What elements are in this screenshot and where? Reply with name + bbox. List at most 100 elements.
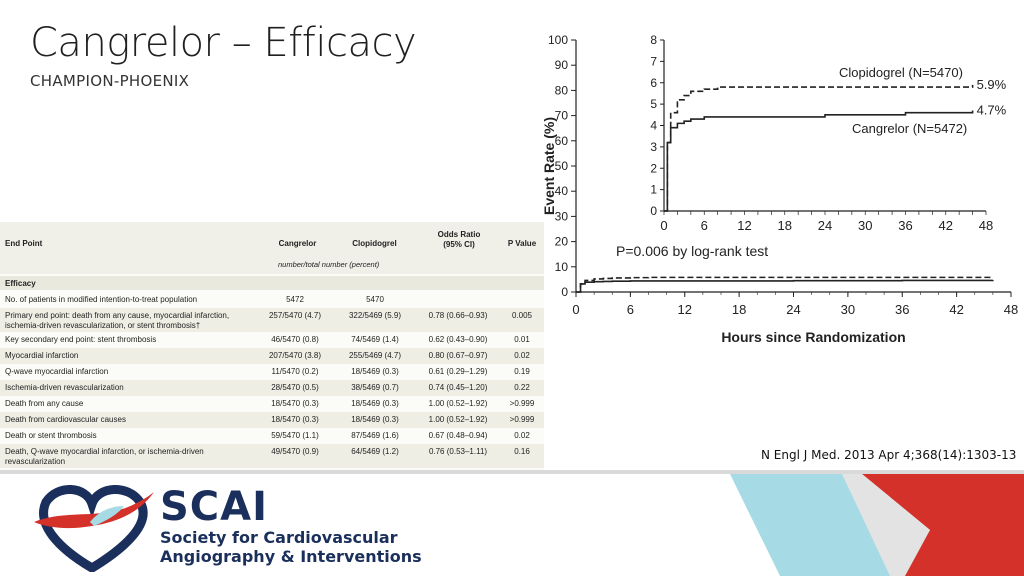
cell-cangrelor: 5472 bbox=[286, 295, 304, 304]
inset-x-tick-label: 30 bbox=[858, 218, 872, 233]
cell-odds-ratio: 0.62 (0.43–0.90) bbox=[428, 335, 488, 344]
inset-x-tick-label: 12 bbox=[737, 218, 751, 233]
scai-wordmark: SCAI bbox=[160, 484, 269, 530]
cell-odds-ratio: 0.67 (0.48–0.94) bbox=[428, 431, 488, 440]
header-cangrelor: Cangrelor bbox=[278, 239, 317, 248]
inset-y-tick-label: 6 bbox=[650, 76, 657, 90]
cell-p-value: 0.02 bbox=[514, 351, 530, 360]
cell-clopidogrel: 5470 bbox=[366, 295, 384, 304]
table-row: Myocardial infarction 207/5470 (3.8) 255/5… bbox=[0, 348, 544, 364]
inset-y-tick-label: 1 bbox=[650, 183, 657, 197]
y-tick-label: 50 bbox=[555, 159, 569, 173]
scai-tagline-line1: Society for Cardiovascular bbox=[160, 528, 398, 547]
cell-odds-ratio: 0.80 (0.67–0.97) bbox=[428, 351, 488, 360]
table-row: Death from cardiovascular causes 18/5470 … bbox=[0, 412, 544, 428]
end-label-cangrelor: 4.7% bbox=[977, 103, 1007, 118]
table-row: Q-wave myocardial infarction 11/5470 (0.2… bbox=[0, 364, 544, 380]
series-label-cangrelor: Cangrelor (N=5472) bbox=[852, 121, 967, 136]
inset-x-tick-label: 48 bbox=[979, 218, 993, 233]
cell-p-value: 0.22 bbox=[514, 383, 530, 392]
inset-y-tick-label: 8 bbox=[650, 33, 657, 47]
cell-clopidogrel: 18/5469 (0.3) bbox=[351, 415, 399, 424]
cell-end-point: No. of patients in modified intention-to… bbox=[5, 295, 198, 304]
cell-p-value: 0.16 bbox=[514, 447, 530, 456]
series-label-clopidogrel: Clopidogrel (N=5470) bbox=[839, 65, 963, 80]
y-axis-label: Event Rate (%) bbox=[541, 117, 557, 215]
slide-title: Cangrelor – Efficacy bbox=[30, 20, 417, 66]
section-efficacy: Efficacy bbox=[0, 276, 544, 290]
inset-series-clopidogrel bbox=[664, 84, 974, 212]
table-row: Key secondary end point: stent thrombosi… bbox=[0, 332, 544, 348]
cell-p-value: 0.19 bbox=[514, 367, 530, 376]
inset-series-cangrelor bbox=[664, 110, 974, 212]
cell-cangrelor: 49/5470 (0.9) bbox=[271, 447, 319, 456]
inset-y-tick-label: 4 bbox=[650, 119, 657, 133]
table-row: Ischemia-driven revascularization 28/5470… bbox=[0, 380, 544, 396]
y-tick-label: 80 bbox=[555, 83, 569, 97]
cell-end-point: Ischemia-driven revascularization bbox=[5, 383, 124, 392]
cell-end-point: Key secondary end point: stent thrombosi… bbox=[5, 335, 157, 344]
x-tick-label: 0 bbox=[572, 302, 579, 317]
table-row: Death or stent thrombosis 59/5470 (1.1) 87… bbox=[0, 428, 544, 444]
x-axis-label: Hours since Randomization bbox=[721, 329, 905, 345]
cell-cangrelor: 207/5470 (3.8) bbox=[268, 351, 322, 360]
header-end-point: End Point bbox=[5, 239, 43, 248]
x-tick-label: 6 bbox=[627, 302, 634, 317]
citation: N Engl J Med. 2013 Apr 4;368(14):1303-13 bbox=[761, 448, 1017, 462]
cell-odds-ratio: 1.00 (0.52–1.92) bbox=[428, 415, 488, 424]
inset-x-tick-label: 42 bbox=[939, 218, 953, 233]
x-tick-label: 48 bbox=[1004, 302, 1018, 317]
footer-red-shape bbox=[862, 474, 1024, 576]
cell-cangrelor: 28/5470 (0.5) bbox=[271, 383, 319, 392]
cell-clopidogrel: 38/5469 (0.7) bbox=[351, 383, 399, 392]
cell-p-value: >0.999 bbox=[509, 399, 535, 408]
inset-x-tick-label: 0 bbox=[660, 218, 667, 233]
cell-clopidogrel: 255/5469 (4.7) bbox=[348, 351, 402, 360]
cell-cangrelor: 18/5470 (0.3) bbox=[271, 415, 319, 424]
cell-cangrelor: 59/5470 (1.1) bbox=[271, 431, 319, 440]
scai-heart-logo bbox=[34, 485, 154, 572]
cell-odds-ratio: 0.76 (0.53–1.11) bbox=[428, 447, 488, 456]
table-row: No. of patients in modified intention-to… bbox=[0, 292, 544, 308]
cell-clopidogrel: 18/5469 (0.3) bbox=[351, 399, 399, 408]
end-label-clopidogrel: 5.9% bbox=[977, 77, 1007, 92]
y-tick-label: 40 bbox=[555, 184, 569, 198]
y-tick-label: 60 bbox=[555, 134, 569, 148]
scai-tagline-line2: Angiography & Interventions bbox=[160, 547, 422, 566]
header-odds-ratio: Odds Ratio bbox=[437, 230, 481, 239]
table-header bbox=[0, 222, 544, 274]
header-clopidogrel: Clopidogrel bbox=[352, 239, 397, 248]
cell-p-value: 0.005 bbox=[511, 311, 533, 320]
section-label: Efficacy bbox=[5, 279, 36, 288]
cell-odds-ratio: 0.78 (0.66–0.93) bbox=[428, 311, 488, 320]
inset-x-tick-label: 36 bbox=[898, 218, 912, 233]
cell-p-value: 0.01 bbox=[514, 335, 530, 344]
inset-y-tick-label: 7 bbox=[650, 54, 657, 68]
cell-end-point: Death from cardiovascular causes bbox=[5, 415, 126, 424]
cell-p-value: 0.02 bbox=[514, 431, 530, 440]
log-rank-annotation: P=0.006 by log-rank test bbox=[616, 243, 768, 259]
table-row: Death, Q-wave myocardial infarction, or … bbox=[0, 444, 544, 468]
slide-subtitle: CHAMPION-PHOENIX bbox=[30, 72, 190, 90]
cell-cangrelor: 257/5470 (4.7) bbox=[268, 311, 322, 320]
cell-odds-ratio: 0.74 (0.45–1.20) bbox=[428, 383, 488, 392]
cell-clopidogrel: 87/5469 (1.6) bbox=[351, 431, 399, 440]
footer-grey-band bbox=[0, 470, 1024, 474]
inset-y-tick-label: 5 bbox=[650, 97, 657, 111]
inset-x-tick-label: 6 bbox=[701, 218, 708, 233]
cell-clopidogrel: 18/5469 (0.3) bbox=[351, 367, 399, 376]
cell-odds-ratio: 0.61 (0.29–1.29) bbox=[428, 367, 488, 376]
header-p-value: P Value bbox=[507, 239, 537, 248]
footer-grey-stripe bbox=[842, 474, 930, 576]
x-tick-label: 18 bbox=[732, 302, 746, 317]
cell-cangrelor: 18/5470 (0.3) bbox=[271, 399, 319, 408]
cell-end-point: Death from any cause bbox=[5, 399, 84, 408]
cell-end-point: Death or stent thrombosis bbox=[5, 431, 97, 440]
cell-clopidogrel: 74/5469 (1.4) bbox=[351, 335, 399, 344]
table-row: Death from any cause 18/5470 (0.3) 18/5469… bbox=[0, 396, 544, 412]
header-odds-ratio-ci: (95% CI) bbox=[443, 240, 475, 249]
cell-cangrelor: 46/5470 (0.8) bbox=[271, 335, 319, 344]
cell-clopidogrel: 322/5469 (5.9) bbox=[348, 311, 402, 320]
